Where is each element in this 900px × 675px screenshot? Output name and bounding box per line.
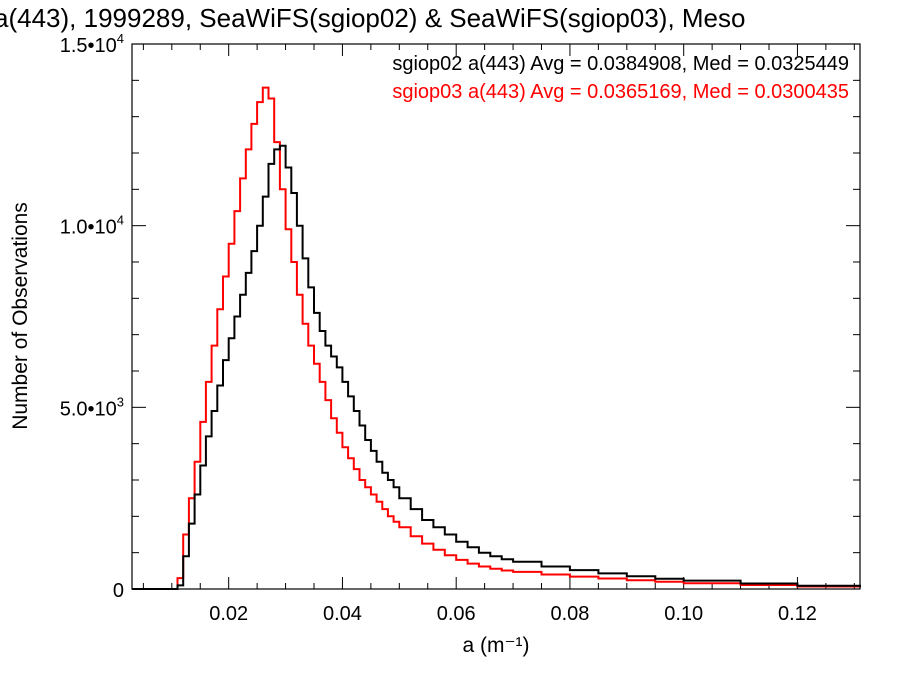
chart-title: a(443), 1999289, SeaWiFS(sgiop02) & SeaW… — [0, 3, 746, 33]
x-tick-label: 0.12 — [778, 603, 817, 625]
axis-ticks: 0.02 0.04 0.06 0.08 0.10 0.12 0 5.0•103 1.0•104 1… — [60, 31, 860, 625]
x-axis-label: a (m⁻¹) — [462, 634, 529, 657]
series-layer — [132, 86, 861, 590]
legend-sgiop03: sgiop03 a(443) Avg = 0.0365169, Med = 0.… — [392, 81, 849, 103]
x-tick-label: 0.10 — [664, 603, 703, 625]
axis-labels: Number of Observations a (m⁻¹) — [9, 202, 530, 657]
series-line-sgiop03 — [132, 86, 861, 590]
legend: sgiop02 a(443) Avg = 0.0384908, Med = 0.… — [392, 53, 849, 103]
legend-sgiop02: sgiop02 a(443) Avg = 0.0384908, Med = 0.… — [392, 53, 849, 75]
y-axis-label: Number of Observations — [9, 202, 32, 430]
x-tick-label: 0.02 — [209, 603, 248, 625]
x-tick-label: 0.08 — [550, 603, 589, 625]
y-tick-label: 5.0•103 — [60, 394, 124, 420]
y-tick-label: 1.0•104 — [60, 213, 124, 239]
y-tick-label: 1.5•104 — [60, 31, 124, 57]
plot-frame — [131, 43, 861, 590]
y-tick-label: 0 — [113, 580, 124, 602]
series-line-sgiop02 — [132, 144, 861, 590]
x-tick-label: 0.06 — [437, 603, 476, 625]
x-tick-label: 0.04 — [323, 603, 362, 625]
